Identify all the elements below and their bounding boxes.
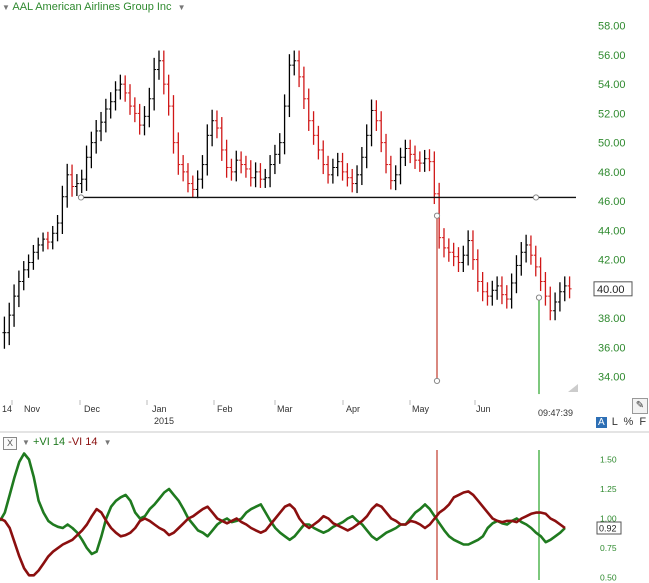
pencil-icon[interactable]: ✎ [632, 398, 648, 414]
x-axis-label: Apr [346, 404, 360, 414]
price-tick-label: 36.00 [598, 342, 626, 354]
price-tick-label: 58.00 [598, 21, 626, 33]
last-price-box [593, 281, 633, 297]
vi-tick-label: 1.25 [600, 484, 617, 494]
x-axis-label: 14 [2, 404, 12, 414]
price-tick-label: 38.00 [598, 313, 626, 325]
marker-handle [535, 294, 543, 301]
minus-vi-label: -VI 14 [68, 436, 98, 448]
minus-vi-line [0, 490, 566, 577]
plus-vi-line [0, 452, 566, 556]
log-scale-button[interactable]: L [611, 416, 618, 428]
percent-scale-button[interactable]: % [623, 416, 634, 428]
price-tick-label: 52.00 [598, 108, 626, 120]
x-axis-label: 2015 [154, 416, 174, 426]
price-tick-label: 54.00 [598, 79, 626, 91]
indicator-label-row[interactable]: ▼ +VI 14 -VI 14 ▼ [22, 436, 112, 448]
vi-tick-label: 0.75 [600, 543, 617, 553]
close-indicator-button[interactable]: X [3, 437, 17, 450]
x-axis-label: Dec [84, 404, 101, 414]
vi-tick-label: 1.00 [600, 514, 617, 524]
vi-tick-label: 0.50 [600, 573, 617, 583]
price-tick-label: 34.00 [598, 372, 626, 384]
indicator-collapse-icon[interactable]: ▼ [22, 438, 30, 447]
x-axis-label: Jan [152, 404, 167, 414]
price-tick-label: 44.00 [598, 225, 626, 237]
vi-last-value-label: 0.92 [599, 524, 617, 534]
fit-scale-button[interactable]: F [639, 416, 647, 428]
chart-title: AAL American Airlines Group Inc [12, 1, 172, 13]
price-tick-label: 56.00 [598, 50, 626, 62]
x-axis-label: Feb [217, 404, 233, 414]
price-tick-label: 42.00 [598, 255, 626, 267]
marker-handle [433, 212, 441, 219]
last-price-label: 40.00 [597, 284, 625, 296]
price-tick-label: 50.00 [598, 138, 626, 150]
auto-scale-button[interactable]: A [596, 417, 607, 428]
x-axis-label: May [412, 404, 430, 414]
vi-last-value-box [596, 521, 622, 535]
x-axis-label: Jun [476, 404, 491, 414]
vi-tick-label: 1.50 [600, 454, 617, 464]
trendline-handle [77, 194, 85, 201]
scale-toolbar[interactable]: A L % F [596, 416, 646, 428]
plus-vi-label: +VI 14 [32, 436, 66, 448]
marker-handle [433, 377, 441, 385]
last-update-time: 09:47:39 [538, 408, 573, 418]
dropdown-icon[interactable]: ▼ [177, 3, 186, 12]
trendline-handle [532, 194, 540, 201]
x-axis-label: Mar [277, 404, 293, 414]
indicator-dropdown-icon[interactable]: ▼ [103, 438, 112, 447]
x-axis-label: Nov [24, 404, 41, 414]
collapse-icon[interactable]: ▼ [2, 3, 10, 12]
title-row[interactable]: ▼ AAL American Airlines Group Inc ▼ [2, 1, 186, 13]
price-tick-label: 46.00 [598, 196, 626, 208]
triangle-corner-icon [568, 384, 578, 392]
price-tick-label: 48.00 [598, 167, 626, 179]
